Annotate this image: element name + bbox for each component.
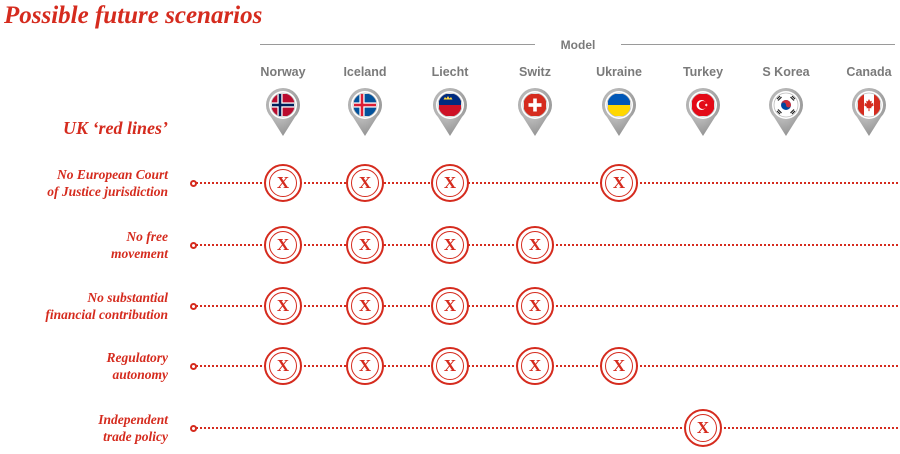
- column-header-liecht: Liecht: [431, 65, 469, 79]
- conflict-mark: X: [684, 409, 722, 447]
- conflict-mark: X: [346, 226, 384, 264]
- column-header-ukraine: Ukraine: [596, 65, 642, 79]
- red-line-label-line: of Justice jurisdiction: [47, 184, 168, 199]
- red-line-label-line: trade policy: [103, 429, 168, 444]
- conflict-mark-glyph: X: [696, 418, 710, 437]
- row-dotted-line: [192, 427, 898, 429]
- red-lines-heading: UK ‘red lines’: [63, 118, 168, 138]
- conflict-mark: X: [264, 287, 302, 325]
- conflict-mark: X: [516, 347, 554, 385]
- column-header-turkey: Turkey: [682, 65, 724, 79]
- column-header-canada: Canada: [846, 65, 892, 79]
- canada-flag-icon: [849, 85, 889, 137]
- conflict-mark: X: [516, 226, 554, 264]
- conflict-mark: X: [346, 287, 384, 325]
- conflict-mark: X: [346, 347, 384, 385]
- conflict-mark-glyph: X: [443, 235, 457, 254]
- turkey-flag-icon: [683, 85, 723, 137]
- model-rule-left: [260, 44, 535, 45]
- red-line-label-line: No free: [126, 229, 168, 244]
- liechtenstein-flag-icon: [430, 85, 470, 137]
- model-header: Model: [560, 38, 596, 52]
- conflict-mark-glyph: X: [358, 356, 372, 375]
- conflict-mark-glyph: X: [528, 235, 542, 254]
- row-start-dot: [190, 302, 197, 310]
- conflict-mark: X: [431, 287, 469, 325]
- conflict-mark-glyph: X: [528, 356, 542, 375]
- red-line-label: No substantial financial contribution: [0, 289, 168, 323]
- conflict-mark-glyph: X: [443, 173, 457, 192]
- conflict-mark: X: [431, 164, 469, 202]
- red-line-label-line: autonomy: [112, 367, 168, 382]
- conflict-mark: X: [431, 226, 469, 264]
- red-line-label: Regulatory autonomy: [0, 349, 168, 383]
- conflict-mark-glyph: X: [612, 173, 626, 192]
- conflict-mark-glyph: X: [612, 356, 626, 375]
- south-korea-flag-icon: [766, 85, 806, 137]
- model-rule-right: [621, 44, 895, 45]
- row-dotted-line: [192, 182, 898, 184]
- conflict-mark-glyph: X: [276, 173, 290, 192]
- red-line-label-line: No European Court: [56, 167, 168, 182]
- conflict-mark-glyph: X: [528, 296, 542, 315]
- conflict-mark: X: [431, 347, 469, 385]
- red-line-label-line: financial contribution: [45, 307, 168, 322]
- page-title: Possible future scenarios: [4, 2, 263, 29]
- conflict-mark: X: [264, 347, 302, 385]
- conflict-mark: X: [346, 164, 384, 202]
- conflict-mark-glyph: X: [358, 235, 372, 254]
- column-header-iceland: Iceland: [343, 65, 387, 79]
- ukraine-flag-icon: [599, 85, 639, 137]
- conflict-mark-glyph: X: [276, 356, 290, 375]
- red-line-label-line: Regulatory: [106, 350, 168, 365]
- conflict-mark-glyph: X: [358, 296, 372, 315]
- row-start-dot: [190, 424, 197, 432]
- red-line-label-line: Independent: [98, 412, 168, 427]
- column-header-switz: Switz: [519, 65, 551, 79]
- norway-flag-icon: [263, 85, 303, 137]
- red-line-label-line: No substantial: [87, 290, 168, 305]
- conflict-mark-glyph: X: [358, 173, 372, 192]
- conflict-mark: X: [600, 164, 638, 202]
- conflict-mark-glyph: X: [276, 235, 290, 254]
- row-start-dot: [190, 241, 197, 249]
- row-start-dot: [190, 179, 197, 187]
- column-header-norway: Norway: [260, 65, 306, 79]
- conflict-mark: X: [600, 347, 638, 385]
- conflict-mark: X: [516, 287, 554, 325]
- red-line-label: Independent trade policy: [0, 411, 168, 445]
- red-line-label: No European Court of Justice jurisdiction: [0, 166, 168, 200]
- conflict-mark-glyph: X: [443, 356, 457, 375]
- column-header-s-korea: S Korea: [762, 65, 810, 79]
- iceland-flag-icon: [345, 85, 385, 137]
- red-line-label-line: movement: [111, 246, 168, 261]
- conflict-mark-glyph: X: [443, 296, 457, 315]
- conflict-mark: X: [264, 164, 302, 202]
- conflict-mark: X: [264, 226, 302, 264]
- row-start-dot: [190, 362, 197, 370]
- conflict-mark-glyph: X: [276, 296, 290, 315]
- switzerland-flag-icon: [515, 85, 555, 137]
- red-line-label: No free movement: [0, 228, 168, 262]
